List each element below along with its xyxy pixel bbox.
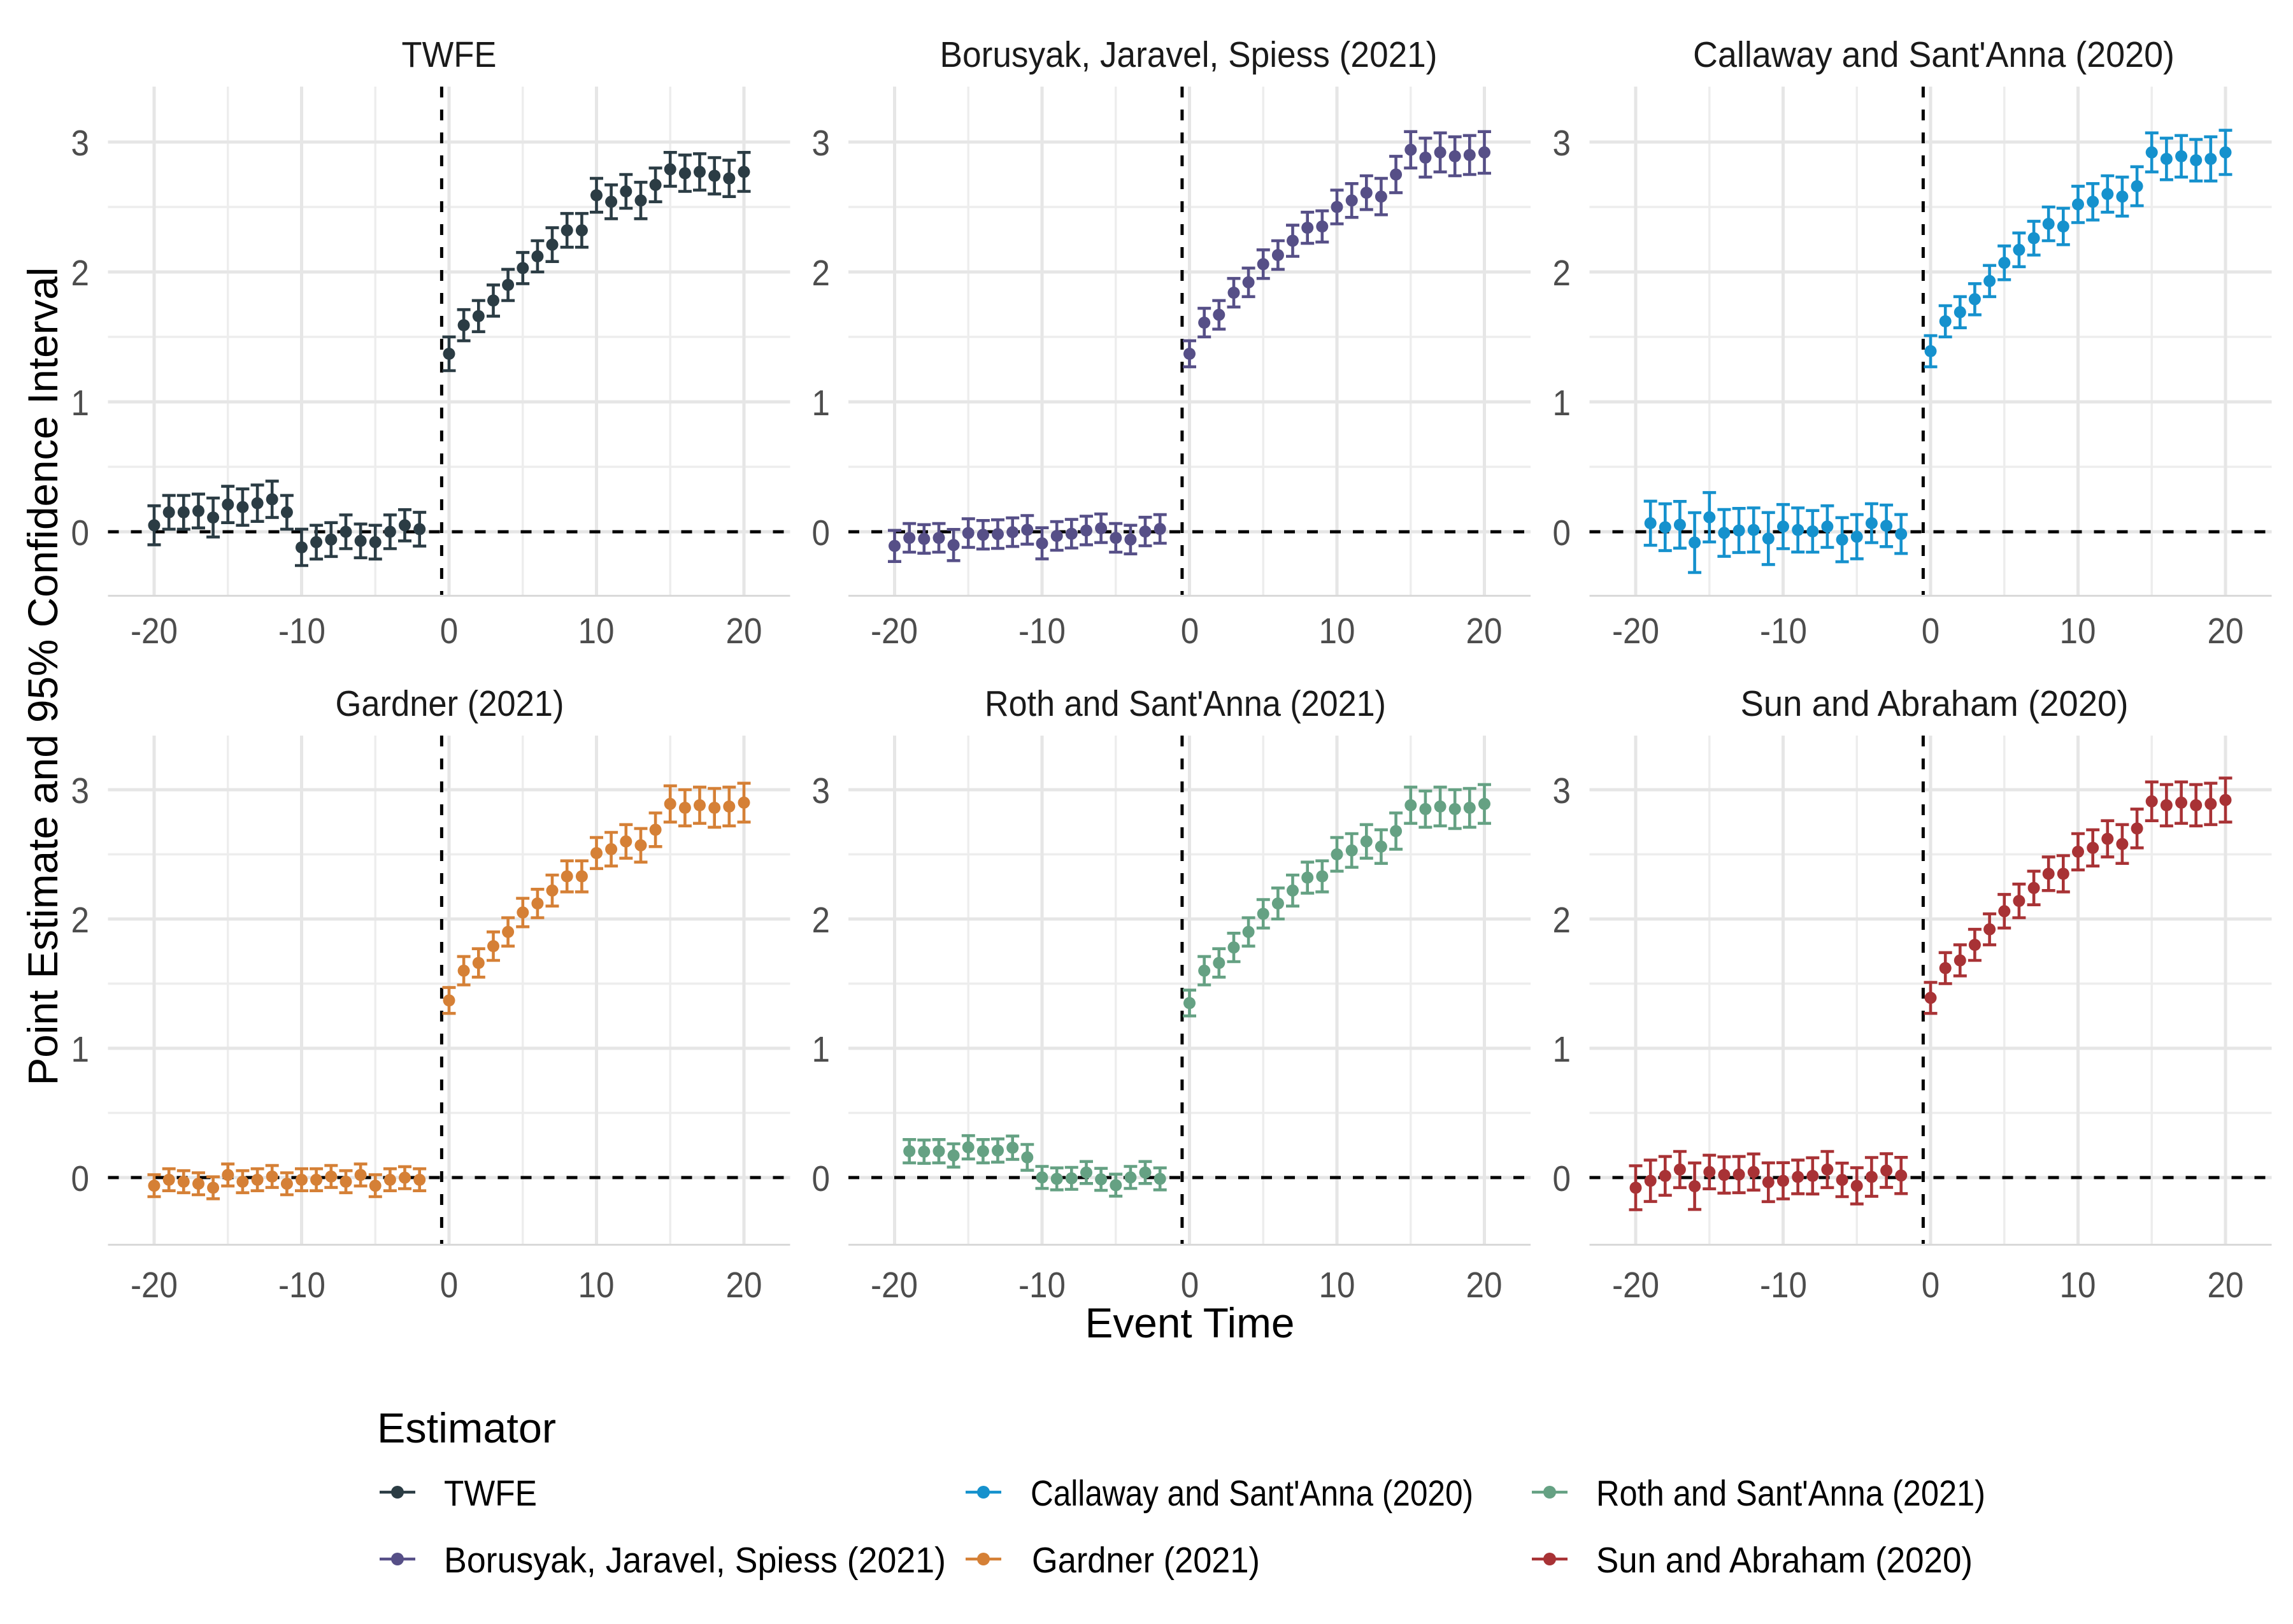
svg-text:0: 0: [440, 1265, 459, 1306]
svg-text:10: 10: [2060, 1265, 2096, 1306]
svg-text:3: 3: [71, 123, 90, 164]
svg-text:Point Estimate and 95% Confide: Point Estimate and 95% Confidence Interv…: [19, 267, 66, 1086]
svg-text:Roth and Sant'Anna (2021): Roth and Sant'Anna (2021): [1596, 1473, 1985, 1514]
svg-text:10: 10: [2060, 611, 2096, 652]
svg-text:2: 2: [812, 253, 831, 294]
svg-text:1: 1: [1553, 1029, 1571, 1070]
svg-text:0: 0: [1181, 611, 1199, 652]
svg-text:0: 0: [812, 513, 831, 553]
svg-text:-20: -20: [131, 1265, 178, 1306]
svg-text:Roth and Sant'Anna (2021): Roth and Sant'Anna (2021): [985, 683, 1386, 724]
svg-text:2: 2: [71, 253, 90, 294]
svg-text:3: 3: [812, 771, 831, 811]
svg-text:-10: -10: [278, 611, 325, 652]
svg-text:Sun and Abraham (2020): Sun and Abraham (2020): [1741, 683, 2129, 724]
svg-text:-20: -20: [871, 611, 918, 652]
svg-text:20: 20: [1466, 1265, 1503, 1306]
svg-text:3: 3: [812, 123, 831, 164]
svg-text:10: 10: [578, 611, 615, 652]
svg-text:0: 0: [1553, 1158, 1571, 1199]
svg-text:Borusyak, Jaravel, Spiess (202: Borusyak, Jaravel, Spiess (2021): [940, 34, 1438, 75]
svg-text:-20: -20: [871, 1265, 918, 1306]
svg-text:0: 0: [1922, 611, 1940, 652]
svg-text:3: 3: [1553, 123, 1571, 164]
svg-text:2: 2: [1553, 253, 1571, 294]
svg-text:Gardner (2021): Gardner (2021): [1032, 1540, 1260, 1581]
svg-text:3: 3: [71, 771, 90, 811]
svg-text:-10: -10: [278, 1265, 325, 1306]
svg-text:20: 20: [1466, 611, 1503, 652]
svg-text:0: 0: [1922, 1265, 1940, 1306]
svg-text:20: 20: [2208, 611, 2244, 652]
svg-text:10: 10: [1319, 1265, 1355, 1306]
svg-text:2: 2: [812, 900, 831, 941]
svg-text:20: 20: [726, 1265, 762, 1306]
svg-text:Estimator: Estimator: [377, 1404, 556, 1451]
svg-text:-20: -20: [1612, 1265, 1659, 1306]
svg-text:-20: -20: [131, 611, 178, 652]
svg-text:0: 0: [71, 513, 90, 553]
svg-text:2: 2: [1553, 900, 1571, 941]
svg-text:-10: -10: [1760, 1265, 1807, 1306]
svg-text:3: 3: [1553, 771, 1571, 811]
svg-text:1: 1: [812, 383, 831, 424]
svg-text:20: 20: [2208, 1265, 2244, 1306]
svg-text:Gardner (2021): Gardner (2021): [336, 683, 564, 724]
svg-text:10: 10: [578, 1265, 615, 1306]
svg-text:0: 0: [1181, 1265, 1199, 1306]
svg-text:0: 0: [812, 1158, 831, 1199]
svg-text:-10: -10: [1018, 1265, 1066, 1306]
svg-text:Event Time: Event Time: [1085, 1299, 1295, 1346]
svg-text:10: 10: [1319, 611, 1355, 652]
svg-text:0: 0: [440, 611, 459, 652]
svg-text:-10: -10: [1760, 611, 1807, 652]
svg-text:-10: -10: [1018, 611, 1066, 652]
svg-text:TWFE: TWFE: [402, 34, 497, 75]
svg-text:1: 1: [71, 383, 90, 424]
svg-text:0: 0: [71, 1158, 90, 1199]
svg-text:1: 1: [71, 1029, 90, 1070]
svg-text:20: 20: [726, 611, 762, 652]
svg-text:2: 2: [71, 900, 90, 941]
svg-text:1: 1: [1553, 383, 1571, 424]
svg-text:-20: -20: [1612, 611, 1659, 652]
svg-text:1: 1: [812, 1029, 831, 1070]
svg-text:0: 0: [1553, 513, 1571, 553]
svg-text:Callaway and Sant'Anna (2020): Callaway and Sant'Anna (2020): [1693, 34, 2175, 75]
svg-text:Sun and Abraham (2020): Sun and Abraham (2020): [1596, 1540, 1973, 1581]
svg-text:Callaway and Sant'Anna (2020): Callaway and Sant'Anna (2020): [1031, 1473, 1473, 1514]
svg-text:Borusyak, Jaravel, Spiess (202: Borusyak, Jaravel, Spiess (2021): [444, 1540, 946, 1581]
svg-text:TWFE: TWFE: [444, 1473, 537, 1514]
